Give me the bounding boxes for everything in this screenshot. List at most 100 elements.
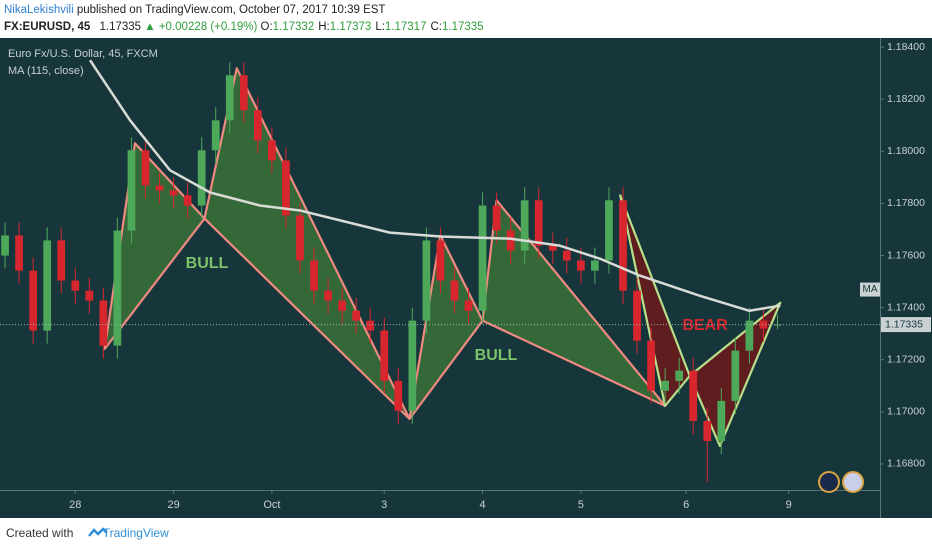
pattern-label: BULL	[475, 347, 518, 364]
candle-body	[675, 370, 684, 381]
pattern-triangle	[203, 67, 411, 420]
candle-body	[211, 120, 220, 151]
x-tick-label: 29	[167, 499, 179, 511]
pattern-triangle	[619, 194, 691, 407]
candle-body	[605, 200, 613, 261]
candle-body	[113, 230, 122, 346]
eu-flag-icon[interactable]	[818, 471, 840, 493]
ohlc-value: 1.17335	[441, 21, 484, 33]
x-tick-label: Oct	[263, 499, 280, 511]
y-tick-label: 1.17600	[887, 249, 925, 261]
candle-body	[282, 160, 290, 216]
candle-body	[324, 290, 332, 301]
ohlc: O:1.17332 H:1.17373 L:1.17317 C:1.17335	[261, 21, 488, 33]
y-tick-label: 1.16800	[887, 458, 925, 470]
candle-body	[225, 75, 234, 121]
candle-body	[633, 290, 641, 341]
candle-body	[43, 240, 52, 331]
candle-body	[338, 300, 346, 311]
candle-body	[492, 205, 501, 231]
candle-body	[717, 400, 726, 442]
candle-body	[689, 370, 698, 421]
y-tick-label: 1.18000	[887, 145, 925, 157]
candle-body	[296, 215, 304, 261]
x-tick-label: 4	[479, 499, 485, 511]
candle-body	[464, 300, 473, 311]
change: ▲ +0.00228 (+0.19%)	[144, 21, 258, 33]
quote-line: FX:EURUSD, 45 1.17335 ▲ +0.00228 (+0.19%…	[4, 21, 488, 33]
y-tick-label: 1.17800	[887, 197, 925, 209]
candle-body	[85, 290, 94, 301]
candle-body	[591, 260, 599, 271]
footer: Created with TradingView	[6, 526, 169, 540]
author[interactable]: NikaLekishvili	[4, 4, 74, 16]
candle-body	[352, 310, 361, 321]
candle-body	[268, 140, 276, 161]
ohlc-label: H:	[318, 21, 330, 33]
candle-body	[619, 200, 627, 291]
x-tick-label: 3	[381, 499, 387, 511]
candle-body	[71, 280, 80, 291]
published: published on TradingView.com, October 07…	[73, 4, 386, 16]
y-tick-label: 1.18200	[887, 93, 925, 105]
plot-layer: BULL BULL BEAR	[0, 59, 880, 483]
tv-logo	[88, 527, 108, 537]
created-with: Created with	[6, 526, 74, 540]
ohlc-label: C:	[430, 21, 442, 33]
chart-title: Euro Fx/U.S. Dollar, 45, FXCM	[8, 48, 158, 60]
candle-body	[183, 195, 192, 206]
candle-body	[478, 205, 487, 311]
candle-body	[169, 190, 178, 196]
ohlc-label: L:	[375, 21, 385, 33]
candle-body	[380, 330, 389, 381]
y-tick-label: 1.17200	[887, 354, 925, 366]
y-tick-label: 1.17000	[887, 406, 925, 418]
candle-body	[703, 420, 712, 442]
ma-badge-label: MA	[863, 284, 878, 295]
candle-body	[422, 240, 431, 321]
brand[interactable]: TradingView	[102, 526, 169, 540]
pattern-label: BULL	[186, 255, 229, 272]
last-price-label: 1.17335	[885, 318, 923, 330]
candle-body	[647, 340, 655, 391]
candle-body	[155, 185, 164, 191]
candle-body	[239, 75, 248, 111]
x-tick-label: 5	[578, 499, 584, 511]
candle-body	[141, 150, 150, 186]
candle-body	[99, 300, 108, 346]
candle-body	[29, 270, 38, 331]
symbol: FX:EURUSD, 45	[4, 21, 91, 33]
y-tick-label: 1.18400	[887, 41, 925, 53]
candle-body	[576, 260, 585, 271]
candle-body	[310, 260, 318, 291]
ma-line	[88, 59, 781, 313]
chart: BULL BULL BEAR Euro Fx/U.S. Dollar, 45, FXC…	[0, 38, 932, 518]
x-tick-label: 28	[69, 499, 81, 511]
candle-body	[520, 200, 529, 251]
ohlc-value: 1.17317	[384, 21, 427, 33]
us-flag-icon[interactable]	[842, 471, 864, 493]
ohlc-value: 1.17332	[272, 21, 315, 33]
candle-body	[661, 380, 669, 391]
header-line: NikaLekishvili published on TradingView.…	[4, 4, 385, 16]
x-tick-label: 6	[683, 499, 689, 511]
candle-body	[548, 245, 557, 251]
candle-body	[197, 150, 206, 206]
pattern-triangle	[481, 199, 667, 407]
ohlc-value: 1.17373	[329, 21, 372, 33]
ma-legend: MA (115, close)	[8, 65, 84, 77]
candle-body	[366, 320, 375, 331]
pattern-label: BEAR	[682, 317, 728, 334]
candle-body	[534, 200, 543, 246]
candle-body	[436, 240, 445, 281]
last-price: 1.17335	[99, 21, 142, 33]
candle-body	[562, 250, 571, 261]
ma-badge	[860, 282, 880, 297]
pattern-triangle	[408, 234, 484, 420]
last-price-badge	[881, 317, 931, 333]
candle-body	[57, 240, 66, 281]
ohlc-label: O:	[260, 21, 273, 33]
x-tick-label: 9	[786, 499, 792, 511]
candle-body	[408, 320, 417, 411]
